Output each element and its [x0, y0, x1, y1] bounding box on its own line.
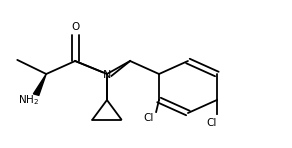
Text: O: O [71, 22, 79, 32]
Text: N: N [103, 70, 111, 80]
Polygon shape [33, 74, 46, 95]
Text: Cl: Cl [144, 113, 154, 123]
Text: Cl: Cl [206, 118, 217, 128]
Text: NH$_2$: NH$_2$ [18, 93, 39, 107]
